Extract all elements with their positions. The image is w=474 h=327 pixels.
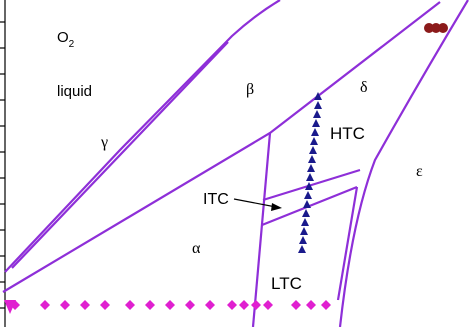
label-part: 2 [69, 39, 75, 50]
itc-label: ITC [203, 191, 229, 208]
epsilon-label: ε [416, 163, 423, 180]
beta-label: β [246, 81, 254, 98]
alpha-label: α [192, 240, 201, 257]
label-part: O [57, 29, 69, 46]
itc-arrow [233, 198, 282, 211]
gamma-label: γ [100, 134, 108, 151]
liquid-label: liquid [57, 83, 92, 100]
o2-label: O2 [57, 29, 75, 50]
ltc-label: LTC [271, 274, 302, 293]
circle-markers [424, 23, 448, 33]
delta-label: δ [360, 79, 368, 96]
diamond-markers [4, 300, 331, 314]
left-axis [0, 0, 6, 327]
htc-markers [298, 92, 322, 253]
htc-label: HTC [330, 124, 365, 143]
